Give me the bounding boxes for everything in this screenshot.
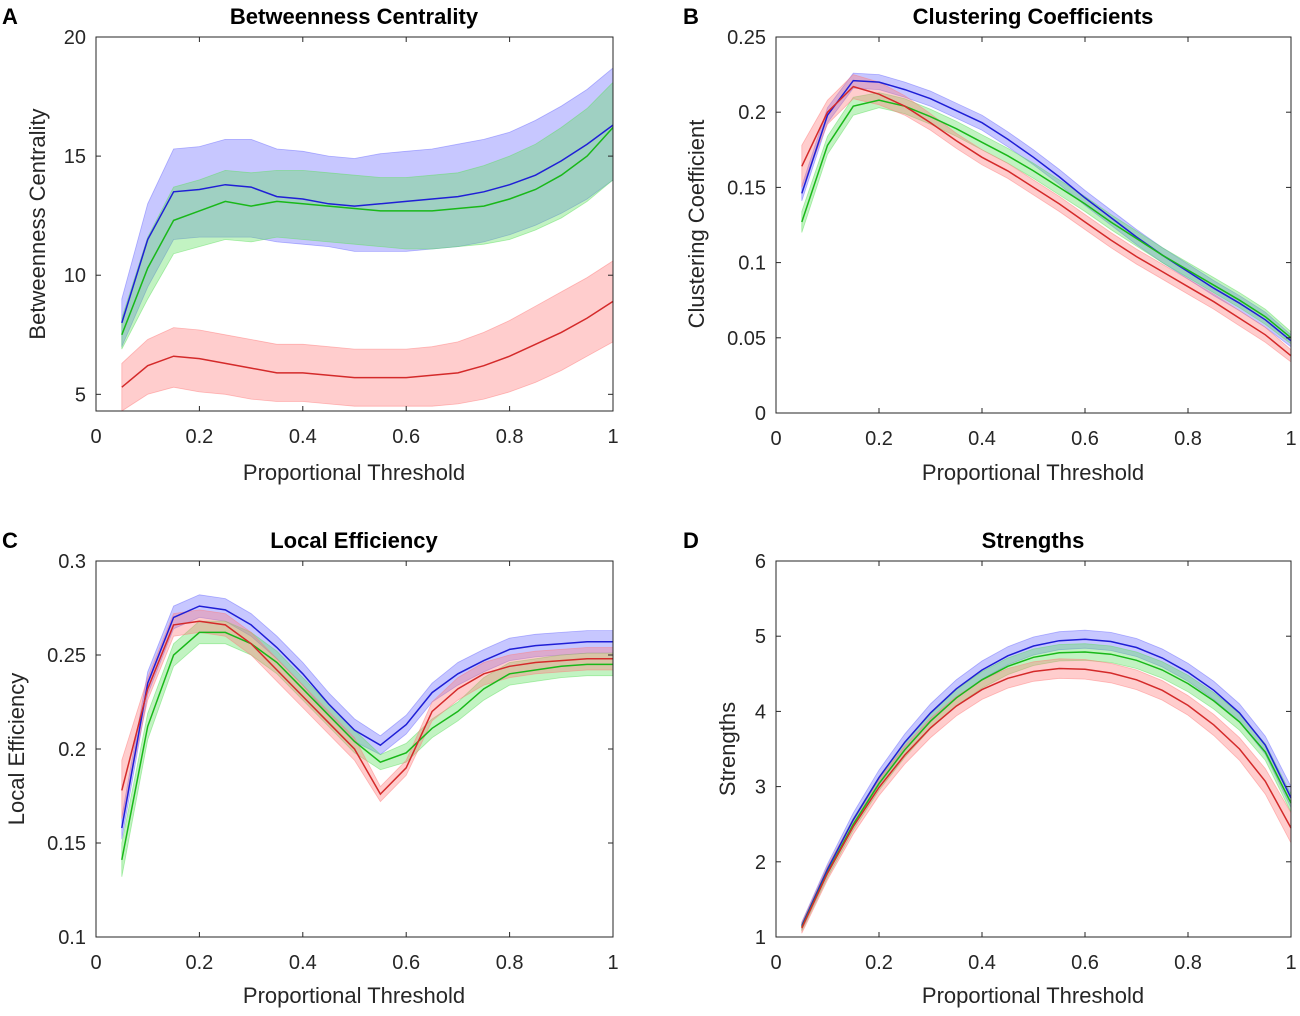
series-line-green: [801, 99, 1292, 339]
y-tick-label: 15: [64, 146, 86, 168]
y-tick-label: 0.15: [727, 177, 766, 199]
panel-letter: C: [2, 528, 18, 553]
axes-box: [775, 36, 1292, 414]
panel-letter: D: [683, 528, 699, 553]
series-line-green: [121, 631, 613, 861]
x-axis-label: Proportional Threshold: [243, 460, 465, 485]
y-tick-label: 0.1: [58, 927, 86, 949]
y-tick-label: 1: [755, 927, 766, 949]
x-tick-label: 0: [90, 952, 101, 974]
y-tick-label: 0.25: [727, 27, 766, 49]
series-line-green: [121, 126, 614, 336]
x-tick-label: 1: [1285, 428, 1296, 450]
x-tick-label: 1: [607, 426, 618, 448]
series-line-blue: [801, 79, 1292, 342]
x-axis-label: Proportional Threshold: [922, 460, 1144, 485]
y-tick-label: 0.25: [47, 645, 86, 667]
band-red: [121, 260, 614, 412]
panel-letter: B: [683, 4, 699, 29]
band-red: [801, 74, 1292, 363]
y-tick-label: 0.3: [58, 551, 86, 573]
y-axis-label: Local Efficiency: [4, 673, 29, 825]
x-tick-label: 0.8: [496, 952, 524, 974]
x-tick-label: 0.6: [1071, 952, 1099, 974]
x-tick-label: 0.6: [1071, 428, 1099, 450]
y-tick-label: 0.05: [727, 328, 766, 350]
x-tick-label: 0.8: [496, 426, 524, 448]
x-axis-label: Proportional Threshold: [243, 983, 465, 1008]
y-tick-label: 4: [755, 701, 766, 723]
y-tick-label: 0.2: [738, 102, 766, 124]
axes-box: [95, 36, 614, 412]
panel-betweenness-centrality: A Betweenness Centrality 0 0.2 0.4 0.6 0.8 15…: [2, 4, 619, 485]
x-tick-label: 0.6: [392, 426, 420, 448]
panel-clustering-coefficients: B Clustering Coefficients 0 0.2 0.4 0.6 0.8 1…: [683, 4, 1297, 485]
y-tick-label: 0.1: [738, 253, 766, 275]
panel-letter: A: [2, 4, 18, 29]
y-axis-label: Clustering Coefficient: [684, 120, 709, 329]
y-tick-label: 0: [755, 403, 766, 425]
x-tick-label: 0: [770, 428, 781, 450]
x-tick-label: 0.4: [968, 428, 996, 450]
x-tick-label: 0.4: [289, 426, 317, 448]
chart-title: Local Efficiency: [270, 528, 438, 553]
x-tick-label: 0: [770, 952, 781, 974]
series-line-green: [801, 651, 1292, 928]
y-tick-label: 20: [64, 27, 86, 49]
chart-title: Clustering Coefficients: [913, 4, 1154, 29]
x-tick-label: 1: [1285, 952, 1296, 974]
y-tick-label: 6: [755, 551, 766, 573]
series-line-blue: [121, 124, 614, 324]
series-line-blue: [801, 638, 1292, 927]
y-tick-label: 3: [755, 777, 766, 799]
y-axis-label: Strengths: [715, 702, 740, 796]
y-tick-label: 5: [755, 626, 766, 648]
series-line-blue: [121, 605, 613, 829]
y-tick-label: 10: [64, 265, 86, 287]
x-tick-label: 0.2: [865, 952, 893, 974]
y-tick-label: 0.15: [47, 833, 86, 855]
x-tick-label: 0.2: [185, 952, 213, 974]
x-tick-label: 0: [90, 426, 101, 448]
chart-title: Betweenness Centrality: [230, 4, 479, 29]
x-tick-label: 0.2: [185, 426, 213, 448]
x-tick-label: 0.6: [392, 952, 420, 974]
x-tick-label: 0.8: [1174, 952, 1202, 974]
series-line-red: [801, 667, 1292, 929]
x-axis-label: Proportional Threshold: [922, 983, 1144, 1008]
y-axis-label: Betweenness Centrality: [25, 108, 50, 339]
x-tick-label: 0.8: [1174, 428, 1202, 450]
panel-strengths: D Strengths 0 0.2 0.4 0.6 0.8 1 1 2 3 4 5 6 Proport…: [683, 528, 1297, 1008]
chart-title: Strengths: [982, 528, 1085, 553]
panel-local-efficiency: C Local Efficiency 0 0.2 0.4 0.6 0.8 1 0.1 0.15…: [2, 528, 619, 1008]
x-tick-label: 1: [607, 952, 618, 974]
x-tick-label: 0.4: [968, 952, 996, 974]
series-line-red: [121, 300, 614, 388]
y-tick-label: 0.2: [58, 739, 86, 761]
y-tick-label: 5: [75, 384, 86, 406]
series-line-red: [121, 620, 613, 796]
y-tick-label: 2: [755, 852, 766, 874]
x-tick-label: 0.2: [865, 428, 893, 450]
axes-box: [775, 560, 1292, 938]
x-tick-label: 0.4: [289, 952, 317, 974]
series-line-red: [801, 85, 1292, 357]
